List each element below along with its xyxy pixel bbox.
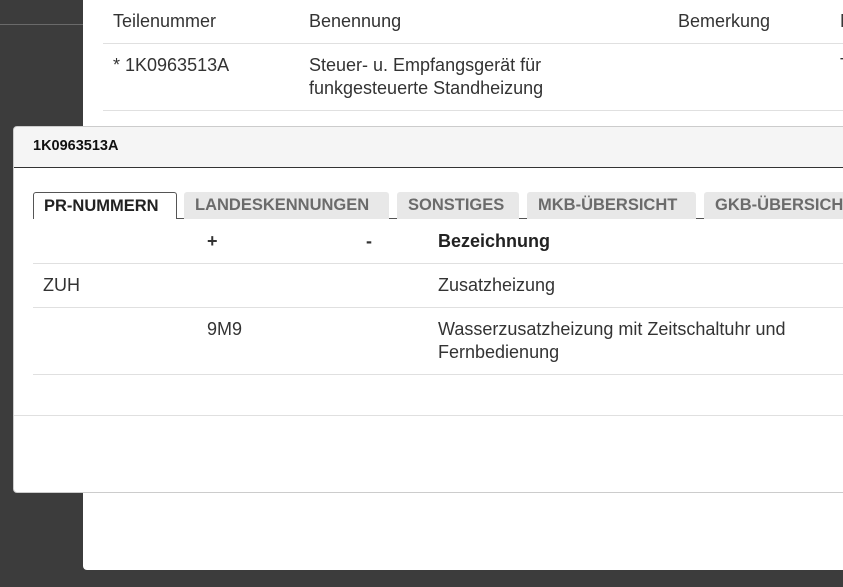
description: Wasserzusatzheizung mit Zeitschaltuhr un… — [438, 319, 786, 362]
row-divider — [33, 263, 843, 264]
tab[interactable]: PR-NUMMERN — [33, 192, 177, 219]
column-header: M — [840, 10, 843, 33]
column-header: Bemerkung — [678, 11, 771, 31]
column-header: Benennung — [309, 11, 402, 31]
tab[interactable]: LANDESKENNUNGEN — [184, 192, 389, 219]
part-name: Steuer- u. Empfangsgerät für funkgesteue… — [309, 55, 544, 98]
part-number: * 1K0963513A — [113, 55, 230, 75]
footer-divider — [14, 415, 843, 416]
dialog: 1K0963513A PR-NUMMERN LANDESKENNUNGEN SO… — [13, 126, 843, 493]
row-divider — [103, 110, 843, 111]
column-header: + — [207, 231, 218, 251]
column-header: - — [366, 231, 372, 251]
remark: T — [840, 54, 843, 77]
description: Zusatzheizung — [438, 275, 556, 295]
tab[interactable]: SONSTIGES — [397, 192, 519, 219]
dialog-header: 1K0963513A — [14, 127, 843, 168]
column-header: Teilenummer — [113, 11, 217, 31]
dialog-title: 1K0963513A — [33, 138, 119, 154]
column-header: Bezeichnung — [438, 231, 551, 251]
left-bar — [0, 0, 83, 25]
pr-code: ZUH — [43, 275, 80, 295]
tab[interactable]: GKB-ÜBERSICHT — [704, 192, 843, 219]
row-divider — [33, 374, 843, 375]
row-divider — [103, 43, 843, 44]
pr-code: 9M9 — [207, 319, 243, 339]
tab[interactable]: MKB-ÜBERSICHT — [527, 192, 696, 219]
row-divider — [33, 307, 843, 308]
